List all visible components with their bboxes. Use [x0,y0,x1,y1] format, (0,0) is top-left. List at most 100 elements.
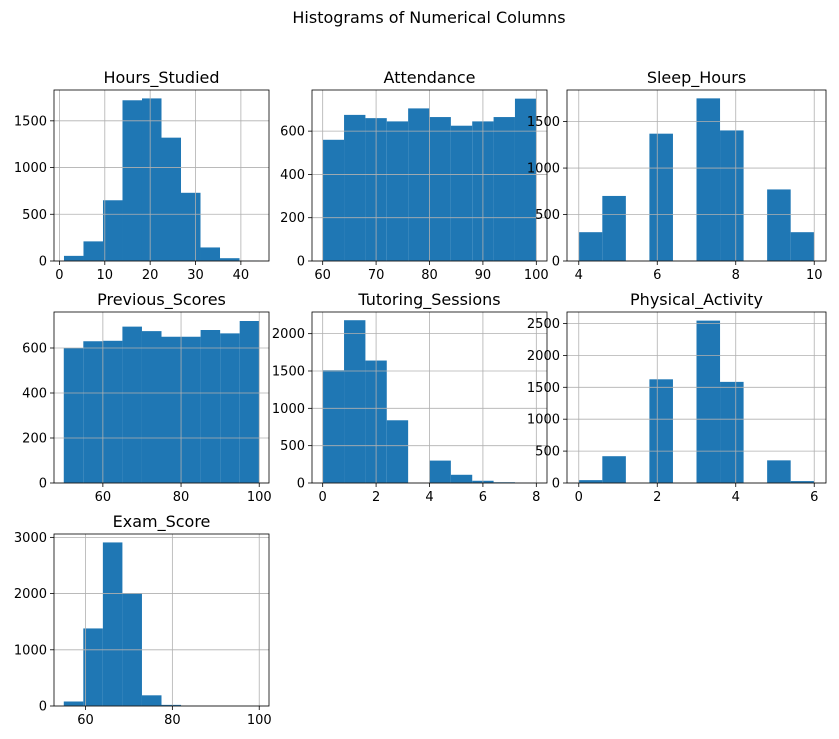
histogram-bar [696,320,721,483]
y-tick-label: 500 [535,208,560,223]
histogram-bar [161,336,182,483]
histogram-bar [408,108,430,261]
histogram-bar [181,336,201,483]
x-tick-label: 6 [479,490,487,505]
y-tick-label: 2000 [14,587,47,602]
x-tick-label: 90 [475,268,492,283]
y-tick-label: 0 [39,477,47,492]
histogram-bar [602,195,626,261]
x-tick-label: 70 [368,268,385,283]
y-tick-label: 2500 [527,317,560,332]
histogram-bar [102,200,123,261]
histogram-bar [83,241,103,261]
histogram-bar [63,701,84,706]
x-tick-label: 8 [532,490,540,505]
x-tick-label: 60 [95,490,112,505]
y-tick-label: 0 [39,700,47,715]
histogram-bar [429,460,451,483]
histogram-bar [141,331,162,483]
histogram-bar [200,330,221,483]
histogram-bar [578,232,603,261]
x-tick-label: 10 [97,268,114,283]
x-tick-label: 20 [142,268,159,283]
histogram-bar [181,192,201,261]
histogram-bar [200,247,221,261]
histogram-panel: Previous_Scores 60 80 100 0 200 400 600 [22,290,271,505]
histogram-bar [83,628,103,706]
y-tick-label: 500 [280,439,305,454]
x-tick-label: 60 [77,713,94,728]
x-tick-label: 6 [810,490,818,505]
histogram-bar [649,133,673,261]
histogram-bar [790,232,815,261]
y-tick-label: 400 [22,387,47,402]
y-tick-label: 600 [280,125,305,140]
histogram-bar [344,114,366,262]
histogram-bar [83,341,103,483]
histogram-bar [720,381,744,483]
histogram-bar [493,117,515,261]
panel-title: Physical_Activity [630,290,763,310]
histogram-bar [322,370,345,483]
panel-title: Attendance [384,68,476,87]
axes-frame [53,311,270,484]
x-tick-label: 8 [732,268,740,283]
histogram-bar [649,379,673,483]
x-tick-label: 80 [164,713,181,728]
histogram-bar [720,130,744,261]
histogram-bar [63,255,84,261]
histogram-bar [102,340,123,483]
x-tick-label: 4 [575,268,583,283]
histogram-bar [122,326,142,483]
panel-title: Previous_Scores [97,290,226,310]
x-tick-label: 4 [425,490,433,505]
y-tick-label: 500 [535,445,560,460]
histogram-panel: Tutoring_Sessions 0 2 4 6 8 0 500 1000 1500 2000 [272,290,548,505]
y-tick-label: 1500 [14,114,47,129]
x-tick-label: 2 [653,490,661,505]
x-tick-label: 40 [233,268,250,283]
y-tick-label: 1000 [14,161,47,176]
histogram-panel: Hours_Studied 0 10 20 30 40 0 500 1000 1500 [14,68,270,283]
histogram-bar [450,125,473,262]
x-tick-label: 80 [173,490,190,505]
histogram-bar [141,695,162,706]
x-tick-label: 60 [314,268,331,283]
axes-frame [566,311,827,484]
histogram-bar [429,117,451,261]
x-tick-label: 30 [187,268,204,283]
y-tick-label: 1500 [527,115,560,130]
x-tick-label: 2 [372,490,380,505]
y-tick-label: 200 [280,211,305,226]
histogram-bar [767,460,791,483]
histogram-bar [514,98,537,261]
histogram-panel: Attendance 60 70 80 90 100 0 200 400 600 [280,68,549,283]
y-tick-label: 2000 [527,349,560,364]
x-tick-label: 100 [524,268,549,283]
histogram-bar [122,100,142,261]
y-tick-label: 400 [280,168,305,183]
histogram-bar [161,137,182,261]
y-tick-label: 1000 [272,402,305,417]
y-tick-label: 1000 [527,413,560,428]
panel-title: Exam_Score [113,512,211,532]
histogram-bar [63,348,84,483]
y-tick-label: 0 [39,255,47,270]
histogram-bar [344,320,366,483]
x-tick-label: 10 [806,268,823,283]
x-tick-label: 0 [575,490,583,505]
histogram-bar [767,189,791,261]
x-tick-label: 6 [653,268,661,283]
axes-frame [53,89,270,262]
panel-title: Hours_Studied [103,68,219,88]
histogram-bar [161,704,182,706]
histogram-bar [602,456,626,483]
histogram-bar [102,542,123,706]
x-tick-label: 4 [732,490,740,505]
x-tick-label: 100 [247,713,272,728]
panel-title: Sleep_Hours [647,68,746,88]
histogram-bar [696,98,721,261]
panel-title: Tutoring_Sessions [357,290,500,310]
